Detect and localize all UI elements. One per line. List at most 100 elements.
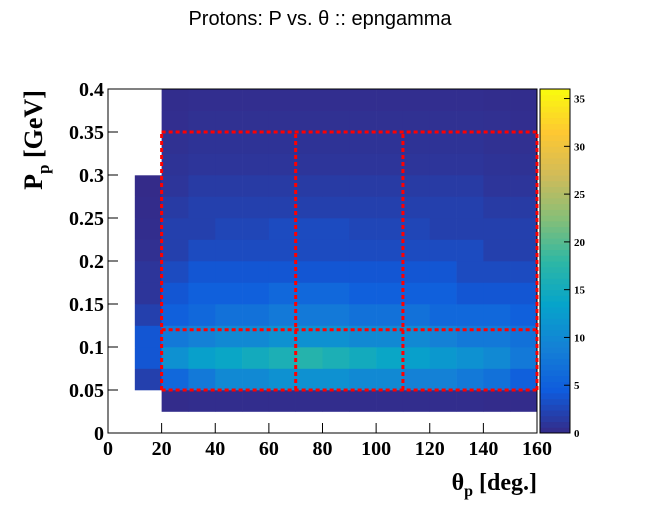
heat-cell (215, 218, 243, 240)
heat-cell (134, 89, 162, 111)
heat-cell (215, 132, 243, 154)
heat-cell (376, 261, 404, 283)
heat-cell (349, 218, 377, 240)
color-bar-step (540, 369, 570, 377)
heat-cell (429, 196, 457, 219)
heat-cell (402, 390, 431, 412)
heat-cell (188, 282, 216, 305)
color-bar-step (540, 404, 570, 411)
heat-cell (215, 175, 243, 197)
heat-cell (108, 175, 136, 197)
heat-cell (456, 196, 484, 219)
heat-cell (268, 411, 296, 434)
heat-cell (161, 282, 189, 305)
heat-cell (242, 132, 270, 154)
color-bar-step (540, 249, 570, 256)
heat-cell (456, 347, 484, 369)
color-bar-step (540, 358, 570, 365)
heat-cell (456, 261, 484, 283)
y-axis-label: Pp [GeV] (19, 90, 53, 190)
color-bar-step (540, 301, 570, 308)
heat-cell (161, 368, 189, 391)
heat-cell (134, 196, 162, 219)
heat-cell (242, 239, 270, 262)
z-tick-label: 15 (574, 285, 586, 297)
heat-cell (215, 411, 243, 434)
color-bar-step (540, 209, 570, 216)
heat-cell (322, 304, 350, 326)
heat-cell (456, 153, 484, 176)
heat-cell (510, 390, 538, 412)
heat-cell (295, 261, 323, 283)
heat-cell (429, 390, 457, 412)
heat-cell (456, 110, 484, 133)
heat-cell (483, 368, 511, 391)
heat-cell (510, 153, 538, 176)
heat-cell (483, 153, 511, 176)
heat-cell (188, 132, 216, 154)
y-tick-label: 0 (94, 423, 104, 445)
heat-cell (268, 282, 296, 305)
x-tick-label: 60 (259, 438, 279, 460)
heat-cell (134, 218, 162, 240)
heat-cell (483, 239, 511, 262)
color-bar-step (540, 220, 570, 228)
heat-cell (188, 175, 216, 197)
color-bar-step (540, 226, 570, 233)
heat-cell (456, 239, 484, 262)
heat-cell (483, 132, 511, 154)
heat-cell (456, 89, 484, 111)
heat-cell (242, 261, 270, 283)
heat-cell (429, 132, 457, 154)
heat-cell (376, 390, 404, 412)
heat-cell (349, 239, 377, 262)
color-bar-step (540, 306, 570, 314)
heat-cell (483, 304, 511, 326)
heat-cell (188, 347, 216, 369)
y-label-symbol: P (19, 174, 48, 190)
heat-cell (349, 132, 377, 154)
heat-cell (161, 132, 189, 154)
color-bar-frame (539, 88, 571, 434)
heat-cell (268, 368, 296, 391)
heat-cell (456, 390, 484, 412)
color-bar-step (540, 140, 570, 147)
heat-cell (322, 175, 350, 197)
z-tick-label: 20 (574, 237, 586, 249)
color-bar-step (540, 192, 570, 199)
heat-cell (322, 89, 350, 111)
color-bar-step (540, 215, 570, 222)
heat-cell (402, 239, 431, 262)
heat-cell (295, 347, 323, 369)
color-bar-step (540, 318, 570, 325)
heat-cell (134, 132, 162, 154)
heat-cell (242, 153, 270, 176)
heat-cell (108, 218, 136, 240)
heat-cell (215, 368, 243, 391)
y-tick-label: 0.05 (69, 380, 104, 402)
heat-cell (322, 347, 350, 369)
x-tick-label: 80 (313, 438, 333, 460)
heat-cell (376, 153, 404, 176)
heat-cell (295, 368, 323, 391)
heat-cell (349, 110, 377, 133)
heat-cell (322, 390, 350, 412)
x-tick-label: 160 (522, 438, 552, 460)
heat-cell (349, 325, 377, 348)
heat-cell (108, 411, 136, 434)
heat-cell (215, 347, 243, 369)
y-tick-label: 0.3 (79, 165, 104, 187)
heat-cell (456, 282, 484, 305)
heat-cell (349, 411, 377, 434)
z-tick-label: 30 (574, 141, 586, 153)
heat-cell (242, 89, 270, 111)
heat-cell (456, 304, 484, 326)
heat-cell (322, 261, 350, 283)
heat-cell (376, 347, 404, 369)
heat-cell (215, 282, 243, 305)
heat-cell (295, 132, 323, 154)
heat-cell (161, 239, 189, 262)
heat-cell (268, 347, 296, 369)
x-tick-label: 20 (152, 438, 172, 460)
heat-cell (510, 325, 538, 348)
